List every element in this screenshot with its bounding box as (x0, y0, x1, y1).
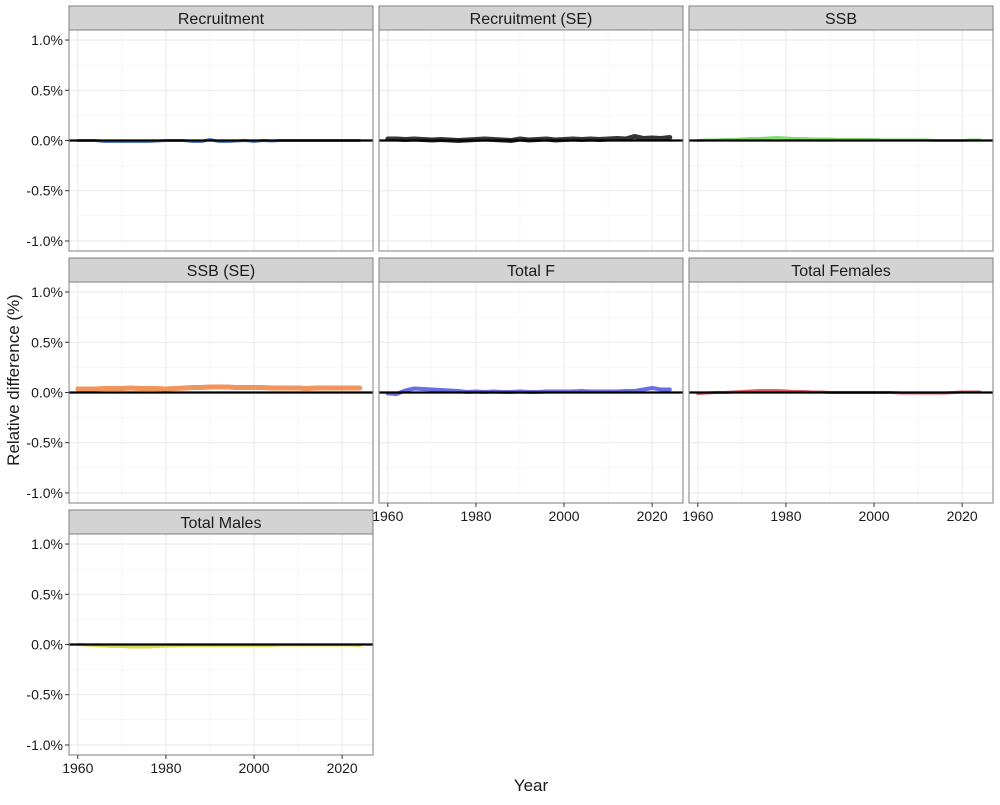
strip-header (378, 257, 684, 283)
y-tick-label: 0.0% (31, 385, 63, 401)
x-tick-label: 1960 (372, 508, 403, 524)
panel-recruitment-se: Recruitment (SE) (378, 5, 684, 252)
x-tick-label: 1980 (150, 760, 181, 776)
panel-recruitment: Recruitment 1.0% 0.5% 0.0% -0.5% -1.0% (26, 5, 374, 252)
x-tick-label: 2000 (238, 760, 269, 776)
y-tick-label: 0.5% (31, 586, 63, 602)
strip-header (378, 5, 684, 31)
y-tick-label: 0.0% (31, 637, 63, 653)
y-axis-title: Relative difference (%) (4, 294, 23, 466)
x-tick-label: 2000 (548, 508, 579, 524)
y-tick-label: 1.0% (31, 32, 63, 48)
strip-header (688, 257, 994, 283)
panel-total-females: Total Females 1960 1980 2000 2020 (682, 257, 994, 524)
x-axis-title: Year (514, 776, 549, 795)
y-tick-label: -1.0% (26, 233, 63, 249)
series-line (75, 384, 363, 392)
strip-title: Total F (507, 263, 555, 280)
strip-title: Total Males (181, 515, 262, 532)
strip-header (68, 5, 374, 31)
y-tick-label: 0.5% (31, 82, 63, 98)
strip-title: Total Females (791, 263, 891, 280)
y-tick-label: -0.5% (26, 183, 63, 199)
x-tick-label: 1980 (460, 508, 491, 524)
y-tick-label: -0.5% (26, 435, 63, 451)
x-tick-label: 1960 (62, 760, 93, 776)
y-tick-label: -1.0% (26, 485, 63, 501)
x-tick-label: 2020 (327, 760, 358, 776)
x-tick-label: 2020 (947, 508, 978, 524)
strip-title: SSB (825, 11, 857, 28)
y-tick-label: 0.5% (31, 334, 63, 350)
y-tick-label: -1.0% (26, 737, 63, 753)
panel-ssb-se: SSB (SE) 1.0% 0.5% 0.0% -0.5% -1.0% (26, 257, 374, 504)
x-tick-label: 2020 (637, 508, 668, 524)
y-tick-label: -0.5% (26, 687, 63, 703)
panel-total-f: Total F 1960 1980 2000 2020 (372, 257, 684, 524)
strip-header (68, 509, 374, 535)
strip-header (68, 257, 374, 283)
strip-title: Recruitment (178, 11, 265, 28)
panel-total-males: Total Males 1.0% 0.5% 0.0% -0.5% -1.0% 1960 198… (26, 509, 374, 776)
panel-ssb: SSB (688, 5, 994, 252)
x-tick-label: 1980 (770, 508, 801, 524)
strip-title: Recruitment (SE) (470, 11, 593, 28)
x-tick-label: 2000 (858, 508, 889, 524)
x-tick-label: 1960 (682, 508, 713, 524)
strip-title: SSB (SE) (187, 263, 255, 280)
y-tick-label: 1.0% (31, 536, 63, 552)
strip-header (688, 5, 994, 31)
y-tick-label: 1.0% (31, 284, 63, 300)
y-tick-label: 0.0% (31, 133, 63, 149)
